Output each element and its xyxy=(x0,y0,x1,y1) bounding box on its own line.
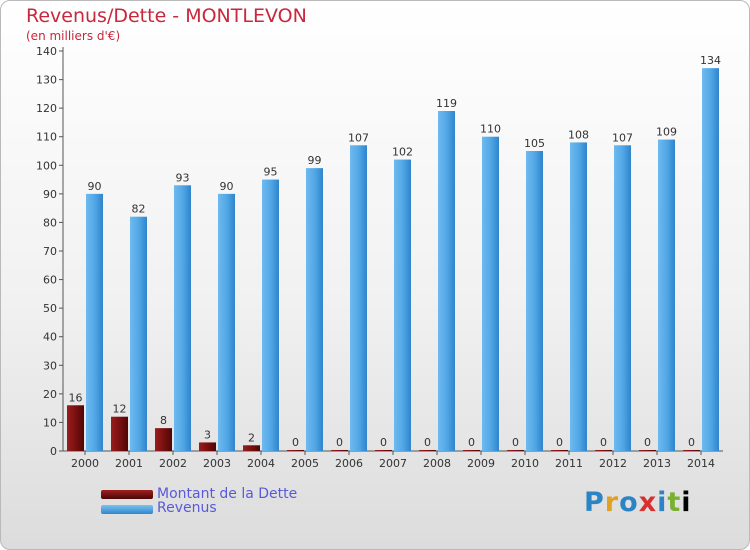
y-tick-label: 60 xyxy=(43,274,57,287)
revenue-data-label: 82 xyxy=(132,203,146,216)
debt-data-label: 0 xyxy=(512,436,519,449)
legend-swatch-debt xyxy=(101,490,153,499)
debt-bar xyxy=(507,450,524,451)
y-tick-label: 130 xyxy=(36,74,57,87)
legend-label-revenue: Revenus xyxy=(157,500,217,516)
proxiti-logo: Proxiti xyxy=(584,487,692,518)
revenue-data-label: 109 xyxy=(656,126,677,139)
x-tick-label: 2010 xyxy=(511,457,539,470)
debt-data-label: 16 xyxy=(69,391,83,404)
chart-subtitle: (en milliers d'€) xyxy=(26,29,121,43)
revenue-bar xyxy=(130,216,147,451)
debt-data-label: 0 xyxy=(644,436,651,449)
debt-data-label: 0 xyxy=(468,436,475,449)
debt-bar xyxy=(419,450,436,451)
y-tick-label: 40 xyxy=(43,331,57,344)
x-tick-label: 2014 xyxy=(687,457,715,470)
revenue-bar xyxy=(482,136,499,451)
y-tick-label: 0 xyxy=(50,445,57,458)
debt-bar xyxy=(67,405,84,451)
x-tick-label: 2008 xyxy=(423,457,451,470)
y-tick-label: 140 xyxy=(36,45,57,58)
revenue-data-label: 102 xyxy=(392,146,413,159)
revenue-data-label: 107 xyxy=(612,131,633,144)
revenue-bar xyxy=(614,145,631,452)
revenue-bar xyxy=(394,159,411,452)
x-tick-label: 2000 xyxy=(71,457,99,470)
revenue-bar xyxy=(570,142,587,451)
debt-bar xyxy=(155,428,172,451)
debt-data-label: 8 xyxy=(160,414,167,427)
legend-label-debt: Montant de la Dette xyxy=(157,486,298,502)
revenue-data-label: 108 xyxy=(568,128,589,141)
debt-data-label: 0 xyxy=(424,436,431,449)
y-tick-label: 70 xyxy=(43,245,57,258)
x-tick-label: 2002 xyxy=(159,457,187,470)
y-tick-label: 120 xyxy=(36,102,57,115)
y-tick-label: 90 xyxy=(43,188,57,201)
debt-data-label: 0 xyxy=(336,436,343,449)
revenue-bar xyxy=(350,145,367,452)
revenue-data-label: 90 xyxy=(220,180,234,193)
debt-data-label: 12 xyxy=(113,403,127,416)
debt-data-label: 0 xyxy=(688,436,695,449)
revenue-bar xyxy=(174,185,191,452)
debt-bar xyxy=(683,450,700,451)
debt-data-label: 2 xyxy=(248,431,255,444)
revenue-bar xyxy=(438,111,455,451)
revenue-bar xyxy=(262,179,279,452)
revenue-data-label: 119 xyxy=(436,97,457,110)
revenue-bar xyxy=(86,193,103,451)
revenue-data-label: 110 xyxy=(480,123,501,136)
debt-data-label: 0 xyxy=(380,436,387,449)
y-tick-label: 50 xyxy=(43,302,57,315)
debt-data-label: 0 xyxy=(292,436,299,449)
debt-bar xyxy=(331,450,348,451)
x-tick-label: 2006 xyxy=(335,457,363,470)
x-tick-label: 2007 xyxy=(379,457,407,470)
revenue-data-label: 107 xyxy=(348,131,369,144)
revenue-bar xyxy=(526,151,543,451)
x-tick-label: 2004 xyxy=(247,457,275,470)
y-tick-label: 110 xyxy=(36,131,57,144)
revenue-data-label: 93 xyxy=(176,171,190,184)
x-tick-label: 2011 xyxy=(555,457,583,470)
x-tick-label: 2009 xyxy=(467,457,495,470)
debt-bar xyxy=(375,450,392,451)
revenue-bar xyxy=(306,168,323,451)
debt-bar xyxy=(111,416,128,451)
debt-data-label: 3 xyxy=(204,428,211,441)
debt-data-label: 0 xyxy=(600,436,607,449)
debt-bar xyxy=(287,450,304,451)
debt-bar xyxy=(551,450,568,451)
debt-data-label: 0 xyxy=(556,436,563,449)
y-tick-label: 100 xyxy=(36,159,57,172)
x-tick-label: 2003 xyxy=(203,457,231,470)
debt-bar xyxy=(199,442,216,451)
x-tick-label: 2005 xyxy=(291,457,319,470)
debt-bar xyxy=(243,445,260,451)
revenue-bar xyxy=(702,68,719,452)
revenue-data-label: 134 xyxy=(700,54,721,67)
y-tick-label: 80 xyxy=(43,216,57,229)
revenue-data-label: 99 xyxy=(308,154,322,167)
debt-bar xyxy=(595,450,612,451)
revenue-data-label: 90 xyxy=(88,180,102,193)
x-tick-label: 2013 xyxy=(643,457,671,470)
revenue-bar xyxy=(218,193,235,451)
y-tick-label: 30 xyxy=(43,359,57,372)
revenue-data-label: 95 xyxy=(264,166,278,179)
debt-bar xyxy=(639,450,656,451)
x-tick-label: 2012 xyxy=(599,457,627,470)
revenue-data-label: 105 xyxy=(524,137,545,150)
y-tick-label: 10 xyxy=(43,416,57,429)
chart-title: Revenus/Dette - MONTLEVON xyxy=(26,5,307,27)
x-tick-label: 2001 xyxy=(115,457,143,470)
legend-swatch-revenue xyxy=(101,505,153,514)
revenue-bar xyxy=(658,139,675,452)
debt-bar xyxy=(463,450,480,451)
y-tick-label: 20 xyxy=(43,388,57,401)
